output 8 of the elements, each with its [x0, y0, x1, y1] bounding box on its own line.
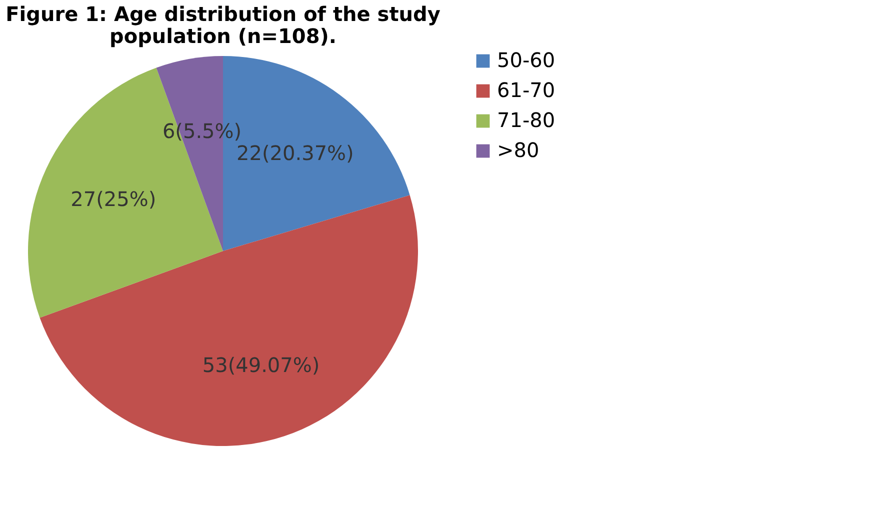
data-label: 22(20.37%) — [236, 141, 354, 166]
legend-label: 50-60 — [497, 48, 556, 72]
chart-title: Figure 1: Age distribution of the study population (n=108). — [6, 2, 440, 48]
legend-label: 61-70 — [497, 78, 556, 102]
legend-label: >80 — [497, 138, 540, 162]
data-label: 53(49.07%) — [202, 352, 320, 377]
legend-label: 71-80 — [497, 108, 556, 132]
data-label: 27(25%) — [70, 186, 156, 211]
